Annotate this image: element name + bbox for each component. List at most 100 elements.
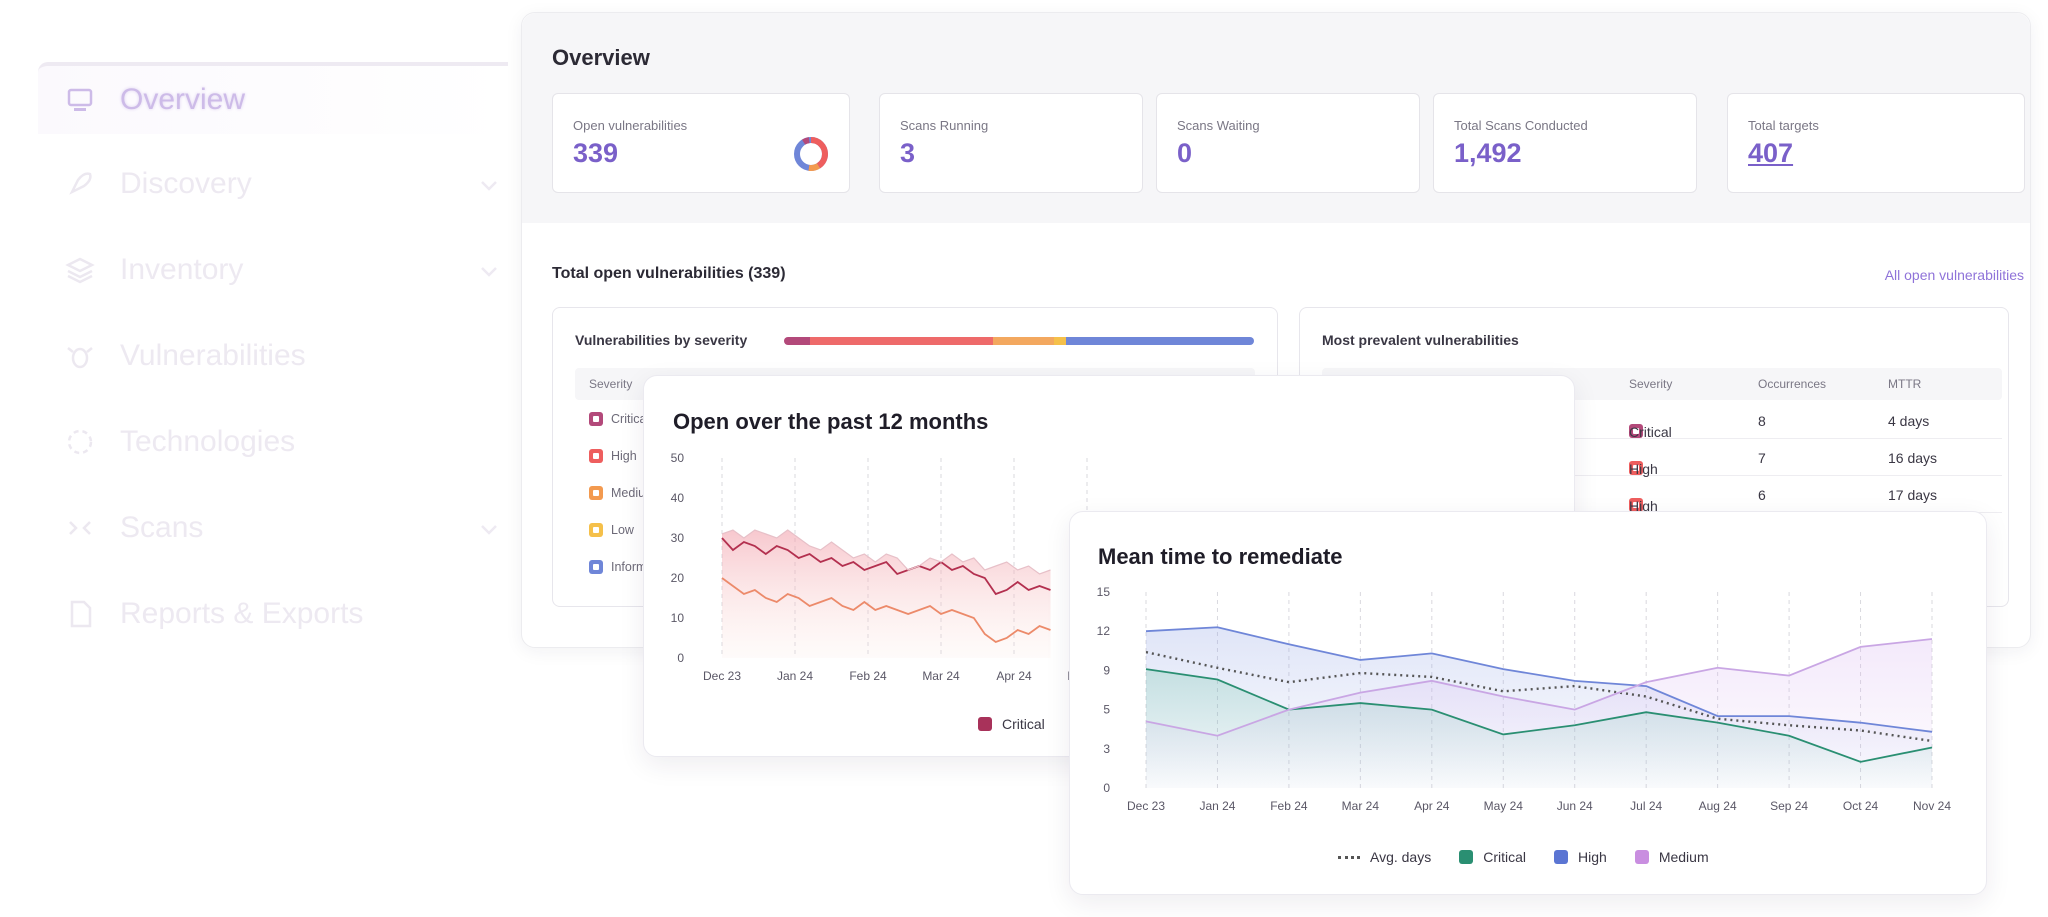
severity-label: Low bbox=[611, 522, 634, 537]
sidebar-item-technologies[interactable]: Technologies bbox=[38, 406, 508, 478]
sidebar-item-reports-exports[interactable]: Reports & Exports bbox=[38, 578, 508, 650]
stat-card-total-scans[interactable]: Total Scans Conducted 1,492 bbox=[1433, 93, 1697, 193]
rocket-icon bbox=[64, 168, 96, 200]
chart-title: Mean time to remediate bbox=[1098, 544, 1343, 569]
total-targets-link[interactable]: 407 bbox=[1748, 138, 1794, 168]
severity-icon bbox=[1629, 498, 1643, 512]
mean-time-to-remediate-card: Mean time to remediate 0 3 5 9 12 15 Dec 23 Jan… bbox=[1069, 511, 1987, 895]
bug-icon bbox=[64, 340, 96, 372]
y-tick-label: 0 bbox=[677, 651, 684, 665]
occurrences-cell: 8 bbox=[1758, 413, 1766, 429]
chevron-down-icon[interactable] bbox=[478, 170, 500, 204]
chevron-down-icon[interactable] bbox=[478, 514, 500, 548]
x-tick-label: Dec 23 bbox=[1127, 799, 1165, 813]
sidebar: Overview Discovery Inventory Vulnerabilitie… bbox=[38, 62, 518, 682]
area-fill-critical bbox=[1146, 669, 1932, 788]
x-tick-label: Dec 23 bbox=[703, 669, 741, 683]
section-title: Total open vulnerabilities (339) bbox=[552, 265, 786, 282]
legend-dotted-line bbox=[1338, 855, 1360, 859]
series-line-series-1 bbox=[721, 577, 1051, 644]
severity-icon bbox=[1629, 424, 1643, 438]
series-line-avg-days bbox=[1145, 650, 1933, 743]
legend-label: High bbox=[1578, 849, 1607, 865]
y-tick-label: 9 bbox=[1103, 663, 1110, 677]
stat-label: Total targets bbox=[1748, 118, 1819, 133]
all-open-vulnerabilities-link[interactable]: All open vulnerabilities bbox=[1884, 267, 2024, 283]
area-fill bbox=[722, 530, 1051, 658]
stat-card-scans-running[interactable]: Scans Running 3 bbox=[879, 93, 1143, 193]
severity-donut-icon bbox=[794, 137, 828, 171]
stat-card-scans-waiting[interactable]: Scans Waiting 0 bbox=[1156, 93, 1420, 193]
sidebar-item-label: Discovery bbox=[120, 167, 252, 200]
legend-item-high[interactable]: High bbox=[1554, 849, 1607, 865]
stat-card-open-vulnerabilities[interactable]: Open vulnerabilities 339 bbox=[552, 93, 850, 193]
stat-value: 1,492 bbox=[1454, 138, 1522, 168]
occurrences-cell: 7 bbox=[1758, 450, 1766, 466]
x-tick-label: Feb 24 bbox=[849, 669, 887, 683]
table-row[interactable]: High 7 16 days bbox=[1322, 439, 2002, 477]
sidebar-item-label: Technologies bbox=[120, 425, 296, 458]
column-header: Severity bbox=[589, 377, 633, 391]
sidebar-item-vulnerabilities[interactable]: Vulnerabilities bbox=[38, 320, 508, 392]
file-icon bbox=[64, 598, 96, 630]
legend-item-avg-days[interactable]: Avg. days bbox=[1338, 849, 1431, 865]
x-tick-label: Oct 24 bbox=[1843, 799, 1879, 813]
severity-icon bbox=[1629, 461, 1643, 475]
column-header: Severity bbox=[1629, 377, 1673, 391]
list-item[interactable]: Critica bbox=[589, 400, 1089, 437]
stat-label: Scans Waiting bbox=[1177, 118, 1260, 133]
occurrences-cell: 6 bbox=[1758, 487, 1766, 503]
sidebar-item-inventory[interactable]: Inventory bbox=[38, 234, 508, 306]
panel-title: Vulnerabilities by severity bbox=[575, 332, 748, 348]
x-tick-label: Jan 24 bbox=[1199, 799, 1235, 813]
chart-legend: Critical bbox=[978, 716, 1073, 732]
x-tick-label: May 24 bbox=[1484, 799, 1524, 813]
y-tick-label: 20 bbox=[671, 571, 685, 585]
series-line-series-2 bbox=[721, 529, 1051, 575]
open-vulnerabilities-chart: 0 10 20 30 40 50 Dec 23 Jan 24 Feb 24 Mar 24 Apr 2… bbox=[671, 451, 1107, 683]
legend-swatch bbox=[1634, 850, 1649, 864]
mttr-cell: 16 days bbox=[1888, 450, 1938, 466]
chevron-down-icon[interactable] bbox=[478, 256, 500, 290]
x-tick-label: Apr 24 bbox=[996, 669, 1032, 683]
stat-card-total-targets[interactable]: Total targets 407 bbox=[1727, 93, 2025, 193]
sidebar-item-scans[interactable]: Scans bbox=[38, 492, 508, 564]
list-item[interactable]: Low bbox=[589, 511, 1089, 548]
column-header: MTTR bbox=[1888, 377, 1922, 391]
y-tick-label: 30 bbox=[671, 531, 685, 545]
mean-time-to-remediate-chart: 0 3 5 9 12 15 Dec 23 Jan 24 Feb 24 Mar 24 Apr 24 Ma… bbox=[1097, 585, 1952, 813]
chart-title: Open over the past 12 months bbox=[673, 409, 989, 434]
sidebar-item-label: Overview bbox=[120, 83, 246, 116]
list-item[interactable]: High bbox=[589, 437, 1089, 474]
sidebar-item-overview[interactable]: Overview bbox=[38, 62, 508, 134]
radar-icon bbox=[64, 512, 96, 544]
severity-label: High bbox=[1629, 461, 1658, 477]
list-item[interactable]: Mediu bbox=[589, 474, 1089, 511]
y-tick-label: 10 bbox=[671, 611, 685, 625]
legend-item-critical[interactable]: Critical bbox=[978, 716, 1045, 732]
severity-icon bbox=[589, 411, 603, 426]
legend-item-critical[interactable]: Critical bbox=[1459, 849, 1526, 865]
x-tick-label: Mar 24 bbox=[1342, 799, 1380, 813]
severity-icon bbox=[589, 448, 603, 463]
stat-value: 3 bbox=[900, 138, 916, 168]
y-tick-label: 12 bbox=[1097, 624, 1111, 638]
x-tick-label: Nov 24 bbox=[1913, 799, 1951, 813]
sidebar-item-label: Vulnerabilities bbox=[120, 339, 306, 372]
legend-item-medium[interactable]: Medium bbox=[1634, 849, 1709, 865]
legend-label: Critical bbox=[1002, 716, 1045, 732]
legend-swatch bbox=[1554, 850, 1569, 864]
legend-swatch bbox=[1459, 850, 1474, 864]
table-row[interactable]: Critical 8 4 days bbox=[1322, 402, 2002, 440]
legend-swatch bbox=[978, 717, 992, 731]
chip-icon bbox=[64, 426, 96, 458]
chart-legend: Avg. days Critical High Medium bbox=[1338, 849, 1737, 865]
severity-label: High bbox=[611, 448, 637, 463]
mttr-cell: 4 days bbox=[1888, 413, 1930, 429]
legend-label: Avg. days bbox=[1370, 849, 1432, 865]
y-tick-label: 5 bbox=[1103, 703, 1110, 717]
sidebar-item-discovery[interactable]: Discovery bbox=[38, 148, 508, 220]
severity-label: Inform bbox=[611, 559, 647, 574]
severity-icon bbox=[589, 559, 603, 574]
list-item[interactable]: Inform bbox=[589, 548, 1089, 585]
